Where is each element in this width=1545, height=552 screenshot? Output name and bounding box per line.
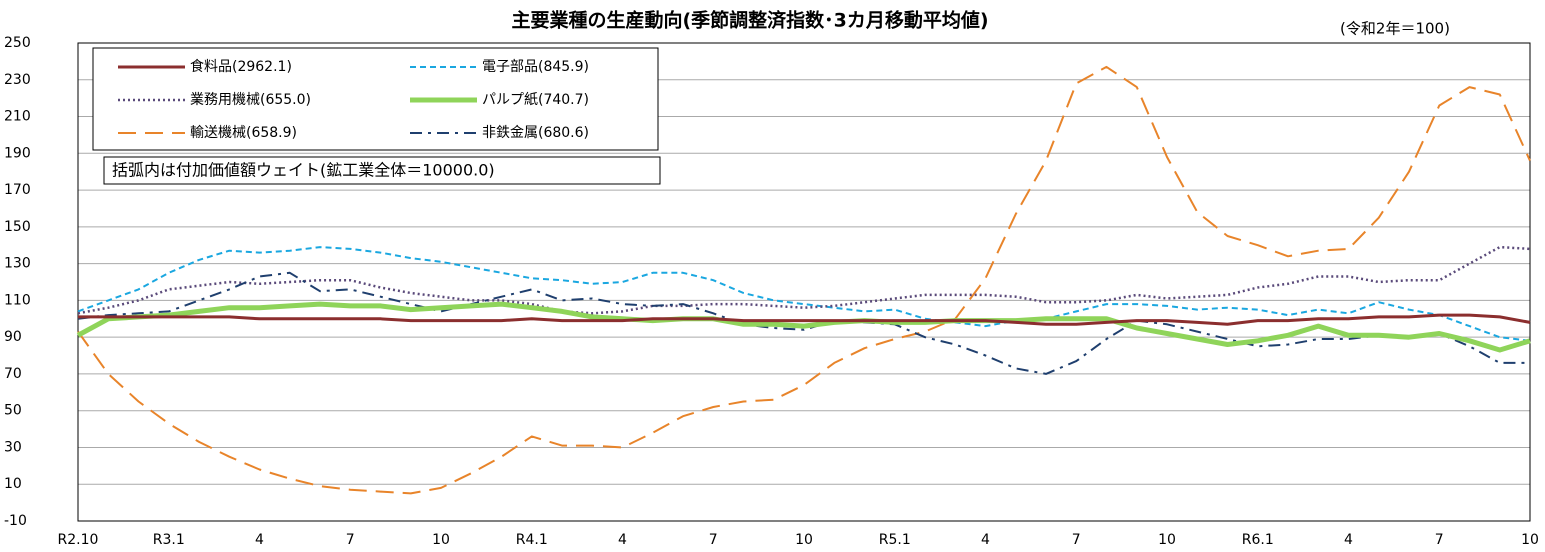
x-tick-label: 10 [795, 532, 813, 548]
x-tick-label: 7 [1435, 532, 1444, 548]
x-tick-label: 7 [346, 532, 355, 548]
chart-subtitle: (令和2年＝100) [1340, 20, 1450, 38]
x-tick-label: 4 [255, 532, 264, 548]
series-line [76, 301, 1531, 353]
y-tick-label: 210 [4, 109, 31, 125]
legend-label: 非鉄金属(680.6) [482, 125, 589, 141]
x-tick-label: 4 [1344, 532, 1353, 548]
legend-box [92, 47, 659, 151]
x-tick-label: R4.1 [516, 532, 548, 548]
y-tick-label: 10 [4, 476, 22, 492]
chart-title: 主要業種の生産動向(季節調整済指数･3カ月移動平均値) [511, 9, 988, 32]
plot-border [77, 42, 1531, 522]
series-line [77, 246, 1531, 342]
x-tick-label: R2.10 [58, 532, 99, 548]
y-tick-label: 110 [4, 292, 31, 308]
series-line [78, 313, 1531, 326]
legend-label: 食料品(2962.1) [190, 58, 292, 75]
x-tick-label: 7 [709, 532, 718, 548]
legend-label: 電子部品(845.9) [482, 59, 589, 75]
y-tick-label: 30 [4, 439, 22, 455]
y-tick-label: 190 [4, 145, 31, 161]
series-line [77, 271, 1530, 375]
x-tick-label: 10 [1158, 532, 1176, 548]
series-line [77, 65, 1531, 495]
x-tick-label: 4 [981, 532, 990, 548]
y-tick-label: 130 [4, 256, 31, 272]
legend-label: 輸送機械(658.9) [190, 125, 297, 141]
y-tick-label: -10 [4, 513, 27, 529]
x-tick-label: 10 [1521, 532, 1539, 548]
legend-label: パルプ紙(740.7) [482, 92, 589, 108]
y-tick-label: 90 [4, 329, 22, 345]
y-tick-label: 170 [4, 182, 31, 198]
y-tick-label: 250 [4, 35, 31, 51]
legend-label: 業務用機械(655.0) [190, 92, 311, 108]
x-tick-label: 10 [432, 532, 450, 548]
x-tick-label: 7 [1072, 532, 1081, 548]
annotation: 括弧内は付加価値額ウェイト(鉱工業全体＝10000.0) [112, 161, 495, 180]
y-tick-label: 70 [4, 366, 22, 382]
x-tick-label: R3.1 [153, 532, 185, 548]
y-tick-label: 150 [4, 219, 31, 235]
annotation-box [103, 156, 661, 185]
series-line [77, 245, 1531, 315]
x-tick-label: R6.1 [1242, 532, 1274, 548]
y-tick-label: 50 [4, 403, 22, 419]
x-tick-label: R5.1 [879, 532, 911, 548]
y-tick-label: 230 [4, 72, 31, 88]
x-tick-label: 4 [618, 532, 627, 548]
